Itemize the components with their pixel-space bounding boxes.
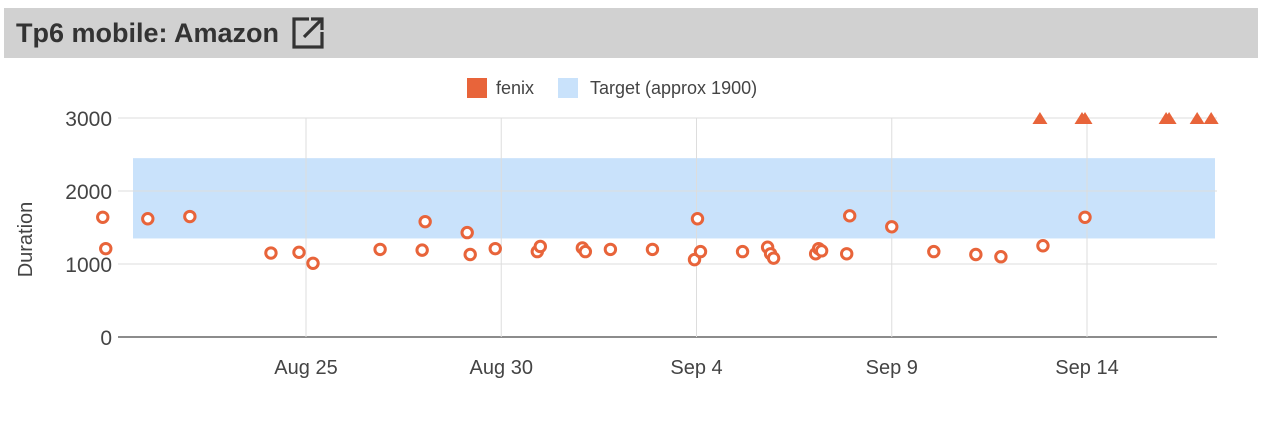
data-point [460,225,474,240]
data-point [306,256,320,270]
data-point [814,244,829,258]
external-link-icon[interactable] [291,16,326,50]
x-tick-label: Aug 25 [274,357,337,379]
data-point [969,247,983,262]
data-point [373,242,387,257]
data-point [418,214,432,229]
x-tick-label: Sep 14 [1055,357,1118,379]
data-point-triangle [1189,112,1205,124]
data-point [735,244,750,259]
data-point [463,247,477,262]
data-point-triangle [1077,112,1093,124]
data-point [645,242,660,257]
data-point [141,212,155,226]
data-point [292,245,306,260]
data-point [766,251,781,265]
y-tick-label: 2000 [65,181,112,204]
x-tick-label: Sep 4 [670,357,722,379]
x-tick-label: Sep 9 [866,357,918,379]
data-point [843,209,857,223]
data-point [99,241,113,256]
legend-label-fenix: fenix [496,78,534,98]
y-tick-label: 0 [100,327,112,350]
target-band [133,158,1215,239]
data-point [1036,239,1050,253]
data-point-triangle [1203,112,1219,124]
data-point [693,244,708,259]
data-point [96,210,110,224]
scatter-chart: 0 1000 2000 3000 Aug 25 Aug 30 Sep 4 Sep 9 Sep 1… [15,78,1219,379]
legend-swatch-target [558,78,578,98]
y-axis-label: Duration [15,202,37,278]
data-point [533,239,547,254]
data-point [885,220,899,234]
data-point [183,209,197,224]
data-point [603,242,618,257]
data-point [690,212,705,226]
data-point [1078,210,1092,224]
data-point-triangle [1161,112,1177,124]
data-point [264,246,278,260]
legend-swatch-fenix [467,78,487,98]
chart-title-bar: Tp6 mobile: Amazon [4,8,1258,58]
chart-title: Tp6 mobile: Amazon [16,17,280,48]
data-point [488,241,502,256]
data-point-triangle [1032,112,1048,124]
data-point [994,250,1008,264]
x-tick-label: Aug 30 [470,357,533,379]
data-point [578,244,593,259]
y-tick-label: 3000 [65,108,112,131]
data-point [927,244,941,259]
y-tick-label: 1000 [65,254,112,277]
legend-label-target: Target (approx 1900) [590,78,757,98]
data-point [415,243,429,257]
data-point [840,247,854,261]
